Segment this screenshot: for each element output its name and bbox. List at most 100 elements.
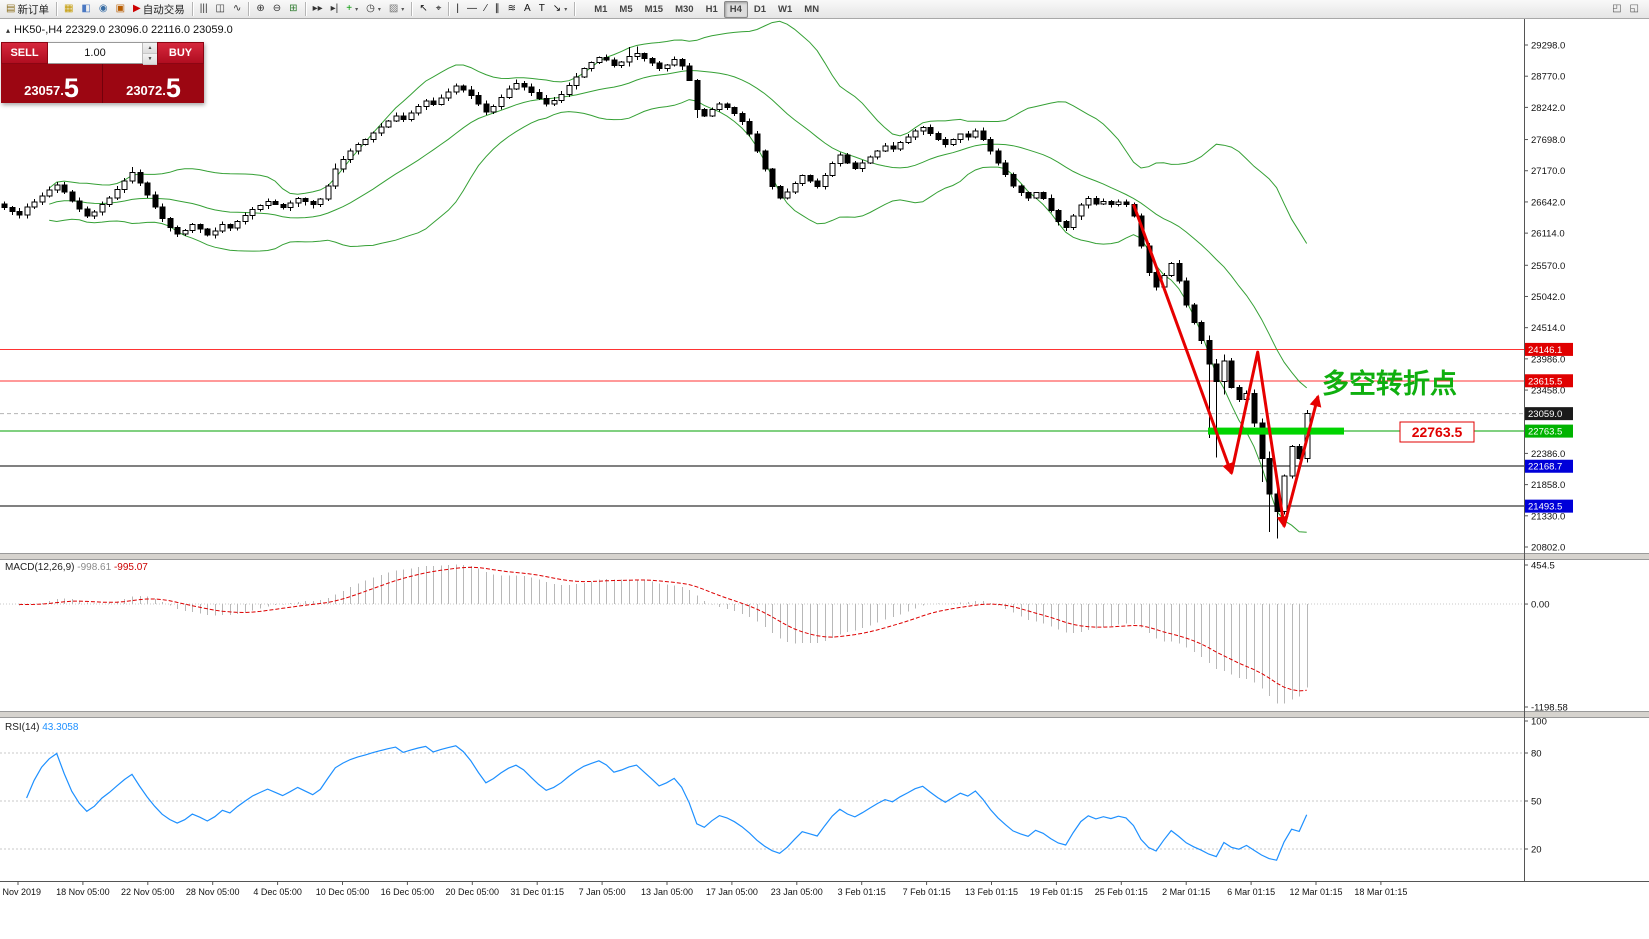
volume-control[interactable]: 1.00 ▲ ▼ bbox=[48, 42, 157, 65]
templates-icon: ▨ bbox=[388, 3, 399, 14]
panel-separator[interactable] bbox=[0, 553, 1649, 560]
svg-text:22168.7: 22168.7 bbox=[1528, 462, 1562, 473]
cursor-icon[interactable]: ↖ bbox=[415, 1, 431, 18]
volume-spinner[interactable]: ▲ ▼ bbox=[142, 43, 157, 65]
time-axis[interactable]: 7 Nov 2019 18 Nov 05:00 22 Nov 05:00 28 Nov… bbox=[0, 881, 1649, 897]
volume-down-icon[interactable]: ▼ bbox=[143, 54, 157, 65]
svg-text:23615.5: 23615.5 bbox=[1528, 376, 1562, 387]
indicators-icon: + bbox=[346, 3, 353, 14]
svg-text:27170.0: 27170.0 bbox=[1531, 166, 1565, 177]
svg-text:22386.0: 22386.0 bbox=[1531, 449, 1565, 460]
price-tag-text: 22763.5 bbox=[1412, 424, 1463, 440]
turning-point-annotation[interactable]: 多空转折点 bbox=[1322, 368, 1457, 399]
svg-text:24514.0: 24514.0 bbox=[1531, 323, 1565, 334]
auto-scroll-icon[interactable]: ▸▸ bbox=[309, 1, 327, 18]
buy-button[interactable]: BUY bbox=[157, 42, 204, 64]
timeframe-h1-button[interactable]: H1 bbox=[705, 3, 718, 15]
dropdown-caret-icon: ▾ bbox=[355, 6, 359, 13]
fibonacci-icon[interactable]: ≋ bbox=[504, 1, 520, 18]
svg-text:22763.5: 22763.5 bbox=[1528, 427, 1562, 438]
arrows-icon[interactable]: ↘ ▾ bbox=[549, 1, 571, 18]
timeframe-w1-button[interactable]: W1 bbox=[778, 3, 793, 15]
bar-chart-icon[interactable]: ||| bbox=[196, 1, 212, 18]
zoom-in-icon: ⊕ bbox=[256, 3, 265, 14]
price-axis[interactable]: 29298.0 28770.0 28242.0 27698.0 27170.0 26642… bbox=[1524, 19, 1573, 881]
autotrading-button[interactable]: ▶ 自动交易 bbox=[129, 1, 189, 18]
candlestick-chart-icon: ◫ bbox=[215, 3, 225, 14]
trendline-icon[interactable]: ∕ bbox=[481, 1, 491, 18]
timeframe-h4-button[interactable]: H4 bbox=[723, 0, 748, 18]
svg-text:7 Feb 01:15: 7 Feb 01:15 bbox=[903, 887, 951, 897]
text-label-icon: T bbox=[538, 3, 545, 14]
buy-price-main: 23072. bbox=[126, 83, 166, 98]
timeframe-m5-button[interactable]: M5 bbox=[619, 3, 633, 15]
indicators-icon[interactable]: + ▾ bbox=[342, 1, 362, 18]
crosshair-icon[interactable]: ⌖ bbox=[432, 1, 446, 18]
rsi-label: RSI(14) 43.3058 bbox=[5, 722, 79, 733]
svg-text:19 Feb 01:15: 19 Feb 01:15 bbox=[1030, 887, 1083, 897]
support-zone-bar[interactable] bbox=[1208, 427, 1344, 435]
svg-text:2 Mar 01:15: 2 Mar 01:15 bbox=[1162, 887, 1210, 897]
main-toolbar: ▤ 新订单 ▦ ◧ ◉ ▣ ▶ 自动交易 ||| ◫ ∿ ⊕ ⊖ ⊞ ▸▸ ▸| + ▾ ◷ ▾ ▨ ▾ ↖ ⌖ | — ∕ ∥ ≋ A T… bbox=[0, 0, 1649, 19]
rsi-line bbox=[26, 745, 1308, 861]
volume-up-icon[interactable]: ▲ bbox=[143, 43, 157, 54]
timeframe-m1-button[interactable]: M1 bbox=[594, 3, 608, 15]
navigator-icon[interactable]: ◉ bbox=[95, 1, 112, 18]
svg-text:25570.0: 25570.0 bbox=[1531, 261, 1565, 272]
text-icon[interactable]: A bbox=[520, 1, 535, 18]
text-label-icon[interactable]: T bbox=[535, 1, 549, 18]
collapse-icon[interactable]: ▴ bbox=[6, 25, 11, 35]
trend-arrow-2[interactable] bbox=[1229, 350, 1289, 529]
trend-arrow-3[interactable] bbox=[1282, 394, 1322, 527]
price-tag-box[interactable] bbox=[1399, 421, 1475, 443]
periods-icon[interactable]: ◷ ▾ bbox=[362, 1, 385, 18]
docking-icon[interactable]: ◱ bbox=[1626, 1, 1643, 18]
svg-text:7 Nov 2019: 7 Nov 2019 bbox=[0, 887, 41, 897]
dropdown-caret-icon: ▾ bbox=[564, 6, 568, 13]
svg-text:13 Feb 01:15: 13 Feb 01:15 bbox=[965, 887, 1018, 897]
line-chart-icon: ∿ bbox=[233, 3, 242, 14]
line-chart-icon[interactable]: ∿ bbox=[229, 1, 245, 18]
terminal-icon[interactable]: ▣ bbox=[112, 1, 129, 18]
arrows-icon: ↘ bbox=[552, 3, 562, 14]
channel-icon: ∥ bbox=[494, 3, 500, 14]
sell-button[interactable]: SELL bbox=[1, 42, 48, 64]
grid-icon[interactable]: ⊞ bbox=[285, 1, 301, 18]
buy-price[interactable]: 23072. 5 bbox=[103, 64, 204, 103]
macd-label: MACD(12,26,9) -998.61 -995.07 bbox=[5, 562, 148, 573]
volume-value[interactable]: 1.00 bbox=[84, 47, 106, 59]
chart-shift-icon[interactable]: ▸| bbox=[327, 1, 343, 18]
symbol-info: ▴ HK50-,H4 22329.0 23096.0 22116.0 23059… bbox=[6, 24, 233, 36]
svg-text:20: 20 bbox=[1531, 845, 1542, 856]
vertical-line-icon[interactable]: | bbox=[452, 1, 463, 18]
crosshair-icon: ⌖ bbox=[435, 3, 442, 14]
zoom-in-icon[interactable]: ⊕ bbox=[252, 1, 268, 18]
svg-text:7 Jan 05:00: 7 Jan 05:00 bbox=[579, 887, 626, 897]
chart-window[interactable]: 多空转折点 22763.5 29298.0 28770.0 28242.0 27698.0… bbox=[0, 19, 1649, 939]
channel-icon[interactable]: ∥ bbox=[491, 1, 504, 18]
data-window-icon[interactable]: ◧ bbox=[77, 1, 94, 18]
horizontal-line-icon: — bbox=[466, 3, 477, 14]
chart-canvas[interactable]: 多空转折点 22763.5 29298.0 28770.0 28242.0 27698.0… bbox=[0, 19, 1649, 939]
panel-separator[interactable] bbox=[0, 711, 1649, 718]
candlestick-chart-icon[interactable]: ◫ bbox=[212, 1, 229, 18]
horizontal-line-icon[interactable]: — bbox=[463, 1, 481, 18]
timeframe-m15-button[interactable]: M15 bbox=[644, 3, 664, 15]
periods-icon: ◷ bbox=[366, 3, 375, 14]
sell-price[interactable]: 23057. 5 bbox=[1, 64, 103, 103]
toolbar-separator bbox=[304, 2, 306, 16]
svg-text:28 Nov 05:00: 28 Nov 05:00 bbox=[186, 887, 240, 897]
new-order-button[interactable]: ▤ 新订单 bbox=[2, 1, 53, 18]
market-watch-icon[interactable]: ▦ bbox=[60, 1, 77, 18]
zoom-out-icon[interactable]: ⊖ bbox=[269, 1, 285, 18]
sell-price-main: 23057. bbox=[24, 83, 64, 98]
timeframe-d1-button[interactable]: D1 bbox=[753, 3, 767, 15]
main-chart[interactable]: 多空转折点 22763.5 bbox=[0, 20, 1524, 539]
timeframe-m30-button[interactable]: M30 bbox=[675, 3, 694, 15]
templates-icon[interactable]: ▨ ▾ bbox=[385, 1, 408, 18]
svg-text:18 Nov 05:00: 18 Nov 05:00 bbox=[56, 887, 110, 897]
fullscreen-icon[interactable]: ◰ bbox=[1608, 1, 1625, 18]
svg-text:-1198.58: -1198.58 bbox=[1531, 703, 1568, 714]
timeframe-mn-button[interactable]: MN bbox=[804, 3, 820, 15]
trend-arrow-1[interactable] bbox=[1132, 203, 1234, 476]
